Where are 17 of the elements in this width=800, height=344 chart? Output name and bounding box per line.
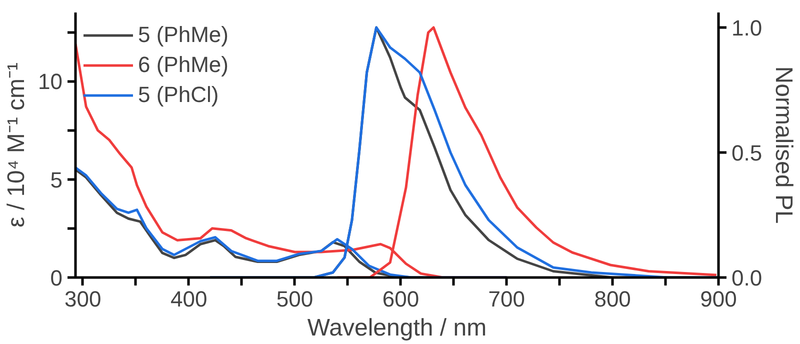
x-tick-label: 300 <box>64 286 102 312</box>
x-tick-label: 700 <box>488 286 526 312</box>
legend-label: 6 (PhMe) <box>138 51 228 79</box>
y-tick-label: 0 <box>50 266 63 290</box>
x-tick-label: 400 <box>170 286 208 312</box>
x-tick-label: 500 <box>276 286 314 312</box>
y2-tick-label: 0.5 <box>732 140 762 166</box>
x-tick-label: 600 <box>382 286 420 312</box>
legend-label: 5 (PhCl) <box>138 81 219 109</box>
x-axis-title: Wavelength / nm <box>307 314 487 342</box>
x-tick-label: 800 <box>594 286 631 312</box>
y-axis-title: ε / 10⁴ M⁻¹ cm⁻¹ <box>3 62 30 228</box>
y2-tick-label: 1.0 <box>732 16 762 40</box>
y2-axis-title: Normalised PL <box>770 66 798 224</box>
y-tick-label: 5 <box>50 167 63 192</box>
y-tick-label: 10 <box>38 69 63 94</box>
legend-label: 5 (PhMe) <box>138 21 228 49</box>
